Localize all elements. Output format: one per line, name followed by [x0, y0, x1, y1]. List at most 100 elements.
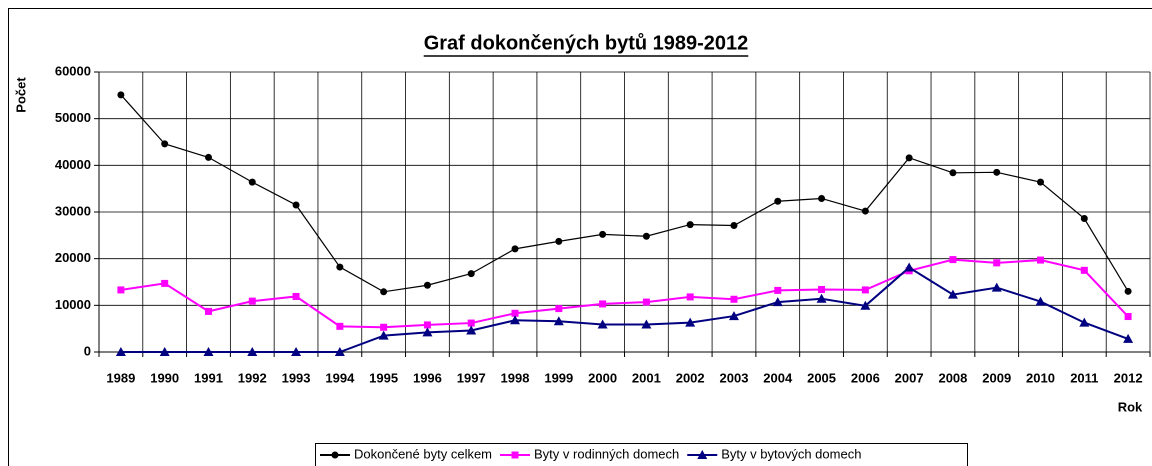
- data-point: [597, 319, 608, 329]
- data-point: [378, 330, 389, 340]
- data-point: [159, 347, 170, 356]
- x-tick-label: 2008: [938, 370, 967, 385]
- x-tick-label: 2010: [1026, 370, 1055, 385]
- legend-label: Dokončené byty celkem: [354, 446, 492, 461]
- series-line: [120, 94, 1129, 293]
- data-point: [248, 297, 256, 305]
- data-point: [728, 311, 739, 321]
- data-point: [1079, 317, 1090, 327]
- y-tick-label: 60000: [55, 63, 91, 78]
- data-point: [599, 300, 607, 308]
- legend: [315, 443, 968, 466]
- data-point: [641, 319, 652, 329]
- data-point: [161, 279, 169, 287]
- data-point: [117, 91, 125, 99]
- y-tick-label: 10000: [55, 297, 91, 312]
- data-point: [511, 309, 519, 317]
- data-point: [161, 140, 169, 148]
- x-tick-label: 2012: [1114, 370, 1143, 385]
- x-tick-label: 1998: [501, 370, 530, 385]
- data-point: [905, 154, 913, 162]
- data-point: [1124, 287, 1132, 295]
- data-point: [949, 169, 957, 177]
- data-point: [772, 297, 783, 307]
- data-point: [686, 293, 694, 301]
- data-point: [904, 262, 915, 272]
- data-point: [203, 347, 214, 356]
- data-point: [422, 327, 433, 337]
- data-point: [816, 293, 827, 303]
- data-point: [642, 298, 650, 306]
- x-axis-label: Rok: [1118, 399, 1143, 414]
- data-point: [467, 319, 475, 327]
- x-tick-label: 2004: [763, 370, 793, 385]
- data-point: [774, 197, 782, 205]
- data-point: [774, 286, 782, 294]
- data-point: [380, 323, 388, 331]
- data-point: [730, 295, 738, 303]
- data-point: [1080, 215, 1088, 223]
- x-tick-label: 2001: [632, 370, 661, 385]
- data-point: [510, 315, 521, 325]
- data-point: [511, 245, 519, 253]
- x-tick-label: 2009: [982, 370, 1011, 385]
- data-point: [818, 194, 826, 202]
- series-line: [120, 258, 1129, 329]
- x-tick-label: 1989: [106, 370, 135, 385]
- chart-border: [8, 8, 1152, 466]
- data-point: [1124, 313, 1132, 321]
- data-point: [991, 282, 1002, 292]
- data-point: [291, 347, 302, 356]
- data-point: [818, 285, 826, 293]
- data-point: [993, 259, 1001, 267]
- data-point: [861, 286, 869, 294]
- data-point: [467, 270, 475, 278]
- data-point: [949, 256, 957, 264]
- data-point: [861, 207, 869, 215]
- y-axis-label: Počet: [13, 77, 28, 113]
- data-point: [292, 292, 300, 300]
- legend-marker: [511, 451, 519, 459]
- x-tick-label: 1990: [150, 370, 179, 385]
- data-point: [115, 347, 126, 356]
- x-tick-label: 1995: [369, 370, 398, 385]
- data-point: [642, 232, 650, 240]
- data-point: [466, 325, 477, 335]
- x-tick-label: 2005: [807, 370, 836, 385]
- y-tick-label: 30000: [55, 203, 91, 218]
- data-point: [336, 322, 344, 330]
- data-point: [1080, 266, 1088, 274]
- data-point: [555, 237, 563, 245]
- data-point: [685, 317, 696, 327]
- data-point: [1123, 333, 1134, 343]
- data-point: [117, 286, 125, 294]
- data-point: [204, 153, 212, 161]
- x-tick-label: 1991: [194, 370, 223, 385]
- data-point: [336, 263, 344, 271]
- legend-label: Byty v rodinných domech: [534, 446, 679, 461]
- x-tick-label: 1993: [282, 370, 311, 385]
- y-tick-label: 40000: [55, 157, 91, 172]
- data-point: [1037, 256, 1045, 264]
- data-point: [860, 300, 871, 310]
- data-point: [1037, 178, 1045, 186]
- data-point: [204, 307, 212, 315]
- data-point: [555, 305, 563, 313]
- x-tick-label: 2002: [676, 370, 705, 385]
- x-tick-label: 2007: [895, 370, 924, 385]
- data-point: [247, 347, 258, 356]
- data-point: [334, 347, 345, 356]
- legend-label: Byty v bytových domech: [721, 446, 861, 461]
- series-line: [120, 266, 1129, 353]
- x-tick-label: 1996: [413, 370, 442, 385]
- x-tick-label: 1997: [457, 370, 486, 385]
- data-point: [423, 281, 431, 289]
- legend-marker: [697, 450, 708, 459]
- data-point: [730, 222, 738, 230]
- x-tick-label: 2011: [1070, 370, 1098, 385]
- x-tick-label: 1994: [325, 370, 355, 385]
- x-tick-label: 2000: [588, 370, 617, 385]
- y-tick-label: 20000: [55, 250, 91, 265]
- y-tick-label: 0: [84, 343, 91, 358]
